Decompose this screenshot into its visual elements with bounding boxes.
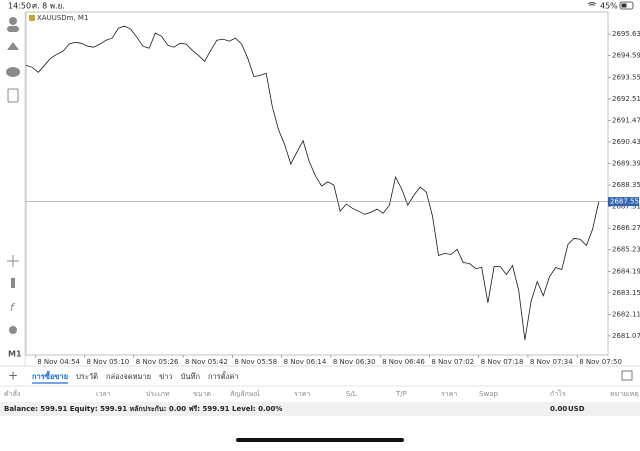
x-tick-label: 8 Nov 06:30 — [333, 358, 376, 366]
tab[interactable]: การตั้งค่า — [208, 371, 239, 381]
status-battery: 45% — [600, 2, 618, 11]
x-tick-label: 8 Nov 04:54 — [37, 358, 80, 366]
left-toolbar: f — [6, 17, 20, 334]
column-header: ขนาด — [193, 390, 211, 398]
y-tick-label: 2688.350 — [612, 181, 640, 189]
y-tick-label: 2683.150 — [612, 289, 640, 297]
x-tick-label: 8 Nov 05:58 — [234, 358, 277, 366]
column-header: ราคา — [294, 390, 310, 398]
x-tick-label: 8 Nov 06:46 — [382, 358, 425, 366]
tab[interactable]: บันทึก — [181, 372, 200, 381]
symbol-icon — [29, 15, 35, 21]
chart: XAUUSDm, M1 2695.630 2694.590 2693.550 2692… — [25, 11, 640, 366]
column-header: กำไร — [550, 389, 566, 398]
table-header: คำสั่ง เวลา ประเภท ขนาด สัญลักษณ์ ราคา S/L T/P ร… — [4, 389, 639, 398]
current-price-label: 2687.552 — [610, 198, 640, 206]
column-header: ราคา — [441, 390, 457, 398]
y-tick-label: 2693.550 — [612, 73, 640, 81]
y-tick-label: 2689.390 — [612, 160, 640, 168]
x-tick-label: 8 Nov 06:14 — [284, 358, 327, 366]
chart-title: XAUUSDm, M1 — [37, 14, 88, 22]
balance-profit: 0.00 — [550, 405, 567, 413]
y-tick-label: 2681.070 — [612, 332, 640, 340]
y-tick-label: 2692.510 — [612, 95, 640, 103]
add-button[interactable]: + — [8, 369, 18, 383]
y-tick-label: 2691.470 — [612, 116, 640, 124]
column-header: ประเภท — [146, 390, 170, 398]
battery-level — [621, 3, 627, 8]
home-indicator — [236, 438, 404, 442]
column-header: สัญลักษณ์ — [230, 390, 260, 398]
balance-row — [0, 402, 640, 416]
objects-icon[interactable] — [9, 326, 17, 334]
x-tick-label: 8 Nov 05:42 — [185, 358, 228, 366]
y-tick-label: 2690.430 — [612, 138, 640, 146]
wifi-icon — [587, 2, 597, 6]
tab[interactable]: ข่าว — [159, 372, 173, 381]
balance-summary: Balance: 599.91 Equity: 599.91 หลักประกั… — [4, 405, 282, 413]
new-order-icon[interactable] — [7, 88, 19, 103]
x-tick-label: 8 Nov 05:10 — [87, 358, 130, 366]
tab[interactable]: การซื้อขาย — [32, 370, 68, 381]
y-tick-label: 2685.230 — [612, 246, 640, 254]
price-line — [25, 25, 600, 340]
y-tick-label: 2682.110 — [612, 310, 640, 318]
x-tick-label: 8 Nov 07:34 — [530, 358, 573, 366]
column-header: S/L — [346, 390, 357, 398]
y-tick-label: 2694.590 — [612, 52, 640, 60]
tab-bar: การซื้อขาย ประวัติ กล่องจดหมาย ข่าว บันทึก กา… — [32, 370, 239, 384]
candle-icon[interactable] — [11, 278, 15, 288]
tab[interactable]: กล่องจดหมาย — [106, 372, 151, 381]
x-tick-label: 8 Nov 07:02 — [431, 358, 474, 366]
status-time: 14:50 — [8, 2, 31, 11]
battery-icon — [619, 1, 634, 10]
current-price-box — [608, 197, 639, 207]
crosshair-icon[interactable] — [7, 255, 19, 267]
timeframe-button[interactable]: M1 — [8, 350, 22, 359]
x-tick-label: 8 Nov 05:26 — [136, 358, 179, 366]
trade-icon[interactable] — [7, 42, 19, 50]
indicator-icon[interactable]: f — [10, 301, 16, 314]
account-icon-body — [7, 26, 19, 32]
status-date: ศ. 8 พ.ย. — [32, 2, 65, 11]
y-tick-label: 2684.190 — [612, 267, 640, 275]
column-header: T/P — [395, 390, 407, 398]
y-tick-label: 2687.310 — [612, 203, 640, 211]
column-header: Swap — [479, 390, 498, 398]
layout-icon[interactable] — [621, 370, 633, 381]
tab[interactable]: ประวัติ — [76, 372, 98, 381]
chart-frame — [25, 11, 609, 356]
y-tick-label: 2686.270 — [612, 224, 640, 232]
column-header: หมายเหตุ — [610, 390, 639, 398]
column-header: เวลา — [96, 390, 111, 398]
y-tick-label: 2695.630 — [612, 30, 640, 38]
x-tick-label: 8 Nov 07:50 — [579, 358, 622, 366]
chat-icon[interactable] — [6, 67, 20, 77]
account-icon[interactable] — [9, 17, 17, 25]
x-tick-label: 8 Nov 07:18 — [481, 358, 524, 366]
balance-currency: USD — [568, 405, 585, 413]
column-header: คำสั่ง — [4, 389, 20, 398]
